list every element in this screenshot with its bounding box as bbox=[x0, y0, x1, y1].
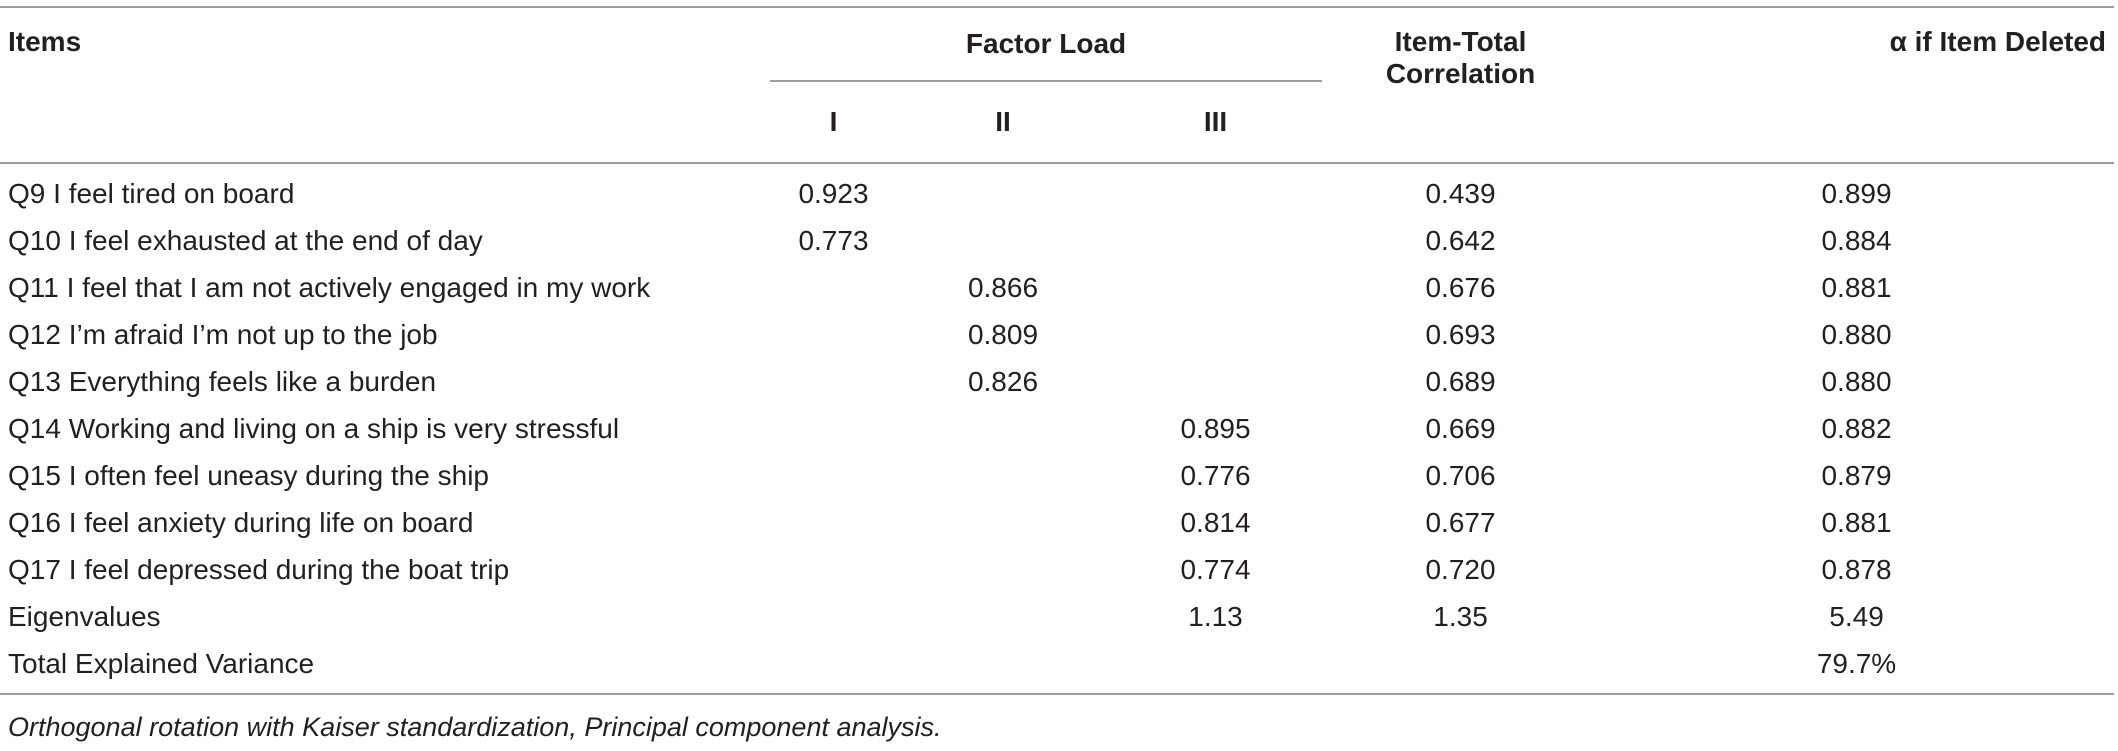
item-total-value: 0.720 bbox=[1425, 553, 1496, 585]
factor-3-value: 0.774 bbox=[1180, 553, 1251, 585]
factor-3-value bbox=[1109, 358, 1322, 405]
item-total-value: 0.439 bbox=[1425, 177, 1496, 209]
item-total-value: 1.35 bbox=[1433, 600, 1488, 632]
table-row: Q13 Everything feels like a burden 0.826 0… bbox=[0, 358, 2114, 405]
item-label: Q11 I feel that I am not actively engage… bbox=[8, 271, 651, 303]
alpha-deleted-value: 0.899 bbox=[1821, 177, 1892, 209]
header-factor-load: Factor Load bbox=[965, 28, 1127, 59]
factor-2-value: 0.809 bbox=[967, 318, 1039, 350]
table-row: Q10 I feel exhausted at the end of day 0.… bbox=[0, 217, 2114, 264]
factor-1-value: 0.773 bbox=[798, 224, 869, 256]
factor-3-value bbox=[1109, 163, 1322, 217]
item-label: Q13 Everything feels like a burden bbox=[8, 365, 437, 397]
alpha-deleted-value: 5.49 bbox=[1829, 600, 1884, 632]
item-total-value bbox=[1322, 640, 1600, 695]
item-total-value: 0.642 bbox=[1425, 224, 1496, 256]
alpha-deleted-value: 79.7% bbox=[1599, 640, 2115, 695]
alpha-deleted-value: 0.884 bbox=[1821, 224, 1892, 256]
table-row: Q17 I feel depressed during the boat tri… bbox=[0, 546, 2114, 593]
factor-1-value: 0.923 bbox=[798, 177, 869, 209]
table-row: Q9 I feel tired on board 0.923 0.439 0.899 bbox=[0, 163, 2114, 217]
factor-3-value bbox=[1109, 311, 1322, 358]
factor-3-value: 0.814 bbox=[1180, 506, 1251, 538]
alpha-deleted-value: 0.878 bbox=[1821, 553, 1892, 585]
item-total-value: 0.676 bbox=[1425, 271, 1496, 303]
factor-2-value bbox=[897, 593, 1109, 640]
factor-1-value bbox=[770, 546, 897, 593]
factor-2-value bbox=[897, 217, 1109, 264]
item-total-value: 0.693 bbox=[1425, 318, 1496, 350]
item-label: Q16 I feel anxiety during life on board bbox=[8, 506, 474, 538]
factor-1-value bbox=[770, 593, 897, 640]
alpha-deleted-value: 0.881 bbox=[1821, 271, 1892, 303]
factor-2-value bbox=[897, 546, 1109, 593]
alpha-deleted-value: 0.880 bbox=[1821, 318, 1892, 350]
factor-3-value: 1.13 bbox=[1188, 600, 1243, 632]
item-label: Total Explained Variance bbox=[0, 640, 770, 695]
table-row: Q14 Working and living on a ship is very… bbox=[0, 405, 2114, 452]
header-row: Items Factor Load Item-Total Correlation… bbox=[0, 7, 2115, 89]
factor-3-value bbox=[1109, 217, 1322, 264]
factor-3-value bbox=[1109, 640, 1323, 695]
factor-2-value bbox=[897, 163, 1109, 217]
factor-2-value bbox=[897, 452, 1109, 499]
item-total-value: 0.706 bbox=[1425, 459, 1496, 491]
factor-2-value bbox=[897, 405, 1109, 452]
item-label: Q15 I often feel uneasy during the ship bbox=[8, 459, 489, 491]
table-row: Total Explained Variance 79.7% bbox=[0, 640, 2115, 695]
item-label: Eigenvalues bbox=[8, 600, 161, 632]
header-items: Items bbox=[8, 26, 82, 57]
item-label: Q17 I feel depressed during the boat tri… bbox=[8, 553, 510, 585]
factor-3-value: 0.895 bbox=[1180, 412, 1251, 444]
alpha-deleted-value: 0.881 bbox=[1821, 506, 1892, 538]
header-factor-2: II bbox=[897, 80, 1109, 163]
factor-analysis-table: Items Factor Load Item-Total Correlation… bbox=[0, 6, 2115, 695]
header-alpha-if-deleted: α if Item Deleted bbox=[1889, 26, 2107, 57]
factor-1-value bbox=[770, 311, 897, 358]
table-footnote: Orthogonal rotation with Kaiser standard… bbox=[8, 712, 942, 742]
factor-2-value bbox=[897, 640, 1109, 695]
factor-1-value bbox=[770, 405, 897, 452]
alpha-deleted-value: 0.880 bbox=[1821, 365, 1892, 397]
factor-1-value bbox=[770, 499, 897, 546]
factor-1-value bbox=[770, 358, 897, 405]
item-total-value: 0.677 bbox=[1425, 506, 1496, 538]
table-row: Q15 I often feel uneasy during the ship 0… bbox=[0, 452, 2114, 499]
alpha-deleted-value: 0.882 bbox=[1821, 412, 1892, 444]
factor-3-value bbox=[1109, 264, 1322, 311]
table-body: Q9 I feel tired on board 0.923 0.439 0.899 Q… bbox=[0, 163, 2115, 695]
header-item-total-correlation: Item-Total Correlation bbox=[1385, 26, 1536, 89]
item-label: Q14 Working and living on a ship is very… bbox=[8, 412, 620, 444]
factor-2-value bbox=[897, 499, 1109, 546]
alpha-deleted-value: 0.879 bbox=[1821, 459, 1892, 491]
subheader-row: I II III bbox=[0, 80, 2115, 163]
table-row: Q16 I feel anxiety during life on board 0… bbox=[0, 499, 2114, 546]
factor-1-value bbox=[770, 264, 897, 311]
header-factor-1: I bbox=[770, 80, 897, 163]
table-row: Q11 I feel that I am not actively engage… bbox=[0, 264, 2114, 311]
item-total-value: 0.669 bbox=[1425, 412, 1496, 444]
factor-2-value: 0.866 bbox=[967, 271, 1039, 303]
table-row: Eigenvalues 1.13 1.35 5.49 bbox=[0, 593, 2114, 640]
item-label: Q9 I feel tired on board bbox=[8, 177, 295, 209]
item-label: Q10 I feel exhausted at the end of day bbox=[8, 224, 483, 256]
header-factor-3: III bbox=[1109, 80, 1323, 163]
item-total-value: 0.689 bbox=[1425, 365, 1496, 397]
factor-1-value bbox=[770, 452, 897, 499]
factor-2-value: 0.826 bbox=[967, 365, 1039, 397]
item-label: Q12 I’m afraid I’m not up to the job bbox=[8, 318, 438, 350]
factor-1-value bbox=[770, 640, 897, 695]
factor-3-value: 0.776 bbox=[1180, 459, 1251, 491]
table-row: Q12 I’m afraid I’m not up to the job 0.80… bbox=[0, 311, 2114, 358]
